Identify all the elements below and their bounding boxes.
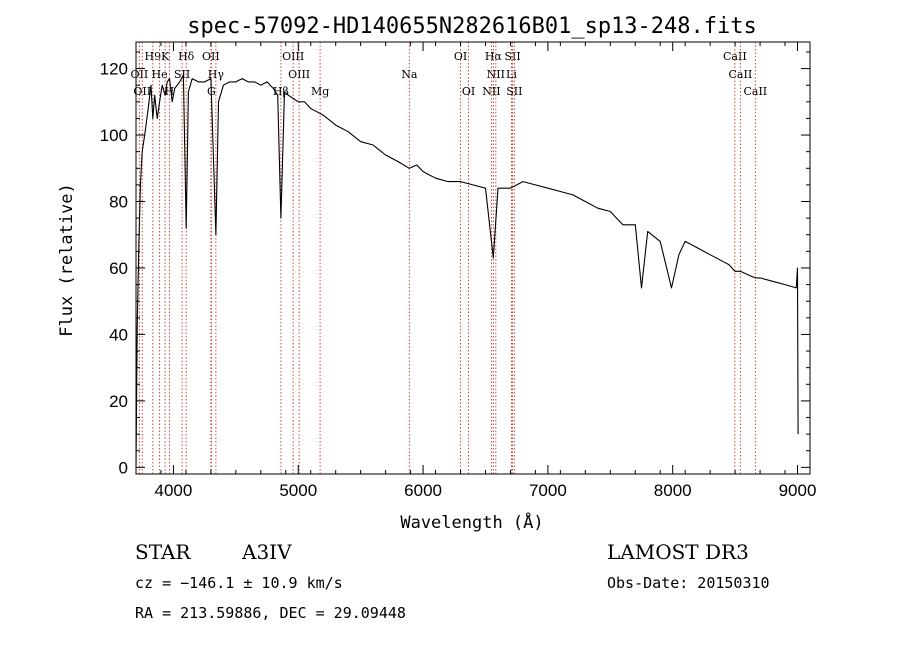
spectral-line-label: NII	[482, 85, 500, 98]
spectral-line-label: CaII	[729, 68, 753, 81]
spectral-line-label: Hδ	[178, 50, 195, 63]
x-tick-label: 7000	[529, 481, 567, 500]
spectral-line-label: CaII	[723, 50, 747, 63]
spectral-line-label: SII	[174, 68, 190, 81]
spectral-line-label: OI	[462, 85, 475, 98]
radial-velocity: cz = −146.1 ± 10.9 km/s	[135, 574, 343, 592]
object-class: STAR	[135, 540, 191, 564]
spectral-line-label: H9	[145, 50, 162, 63]
y-tick-label: 80	[109, 193, 128, 212]
x-tick-label: 5000	[279, 481, 317, 500]
survey-name: LAMOST DR3	[607, 540, 749, 564]
y-tick-label: 40	[109, 325, 128, 344]
x-tick-label: 8000	[654, 481, 692, 500]
spectral-line-label: OIII	[288, 68, 310, 81]
axis-ticks: 4000 5000 6000 7000 8000 9000 0 20 40 60 80 100 120	[100, 42, 817, 500]
y-axis-label: Flux (relative)	[57, 183, 77, 337]
spectral-line-label: Hγ	[208, 68, 225, 81]
observation-date: Obs-Date: 20150310	[607, 574, 770, 592]
spectral-line-label: Li	[506, 68, 517, 81]
y-tick-label: 0	[119, 458, 128, 477]
spectral-line-label: CaII	[743, 85, 767, 98]
spectral-line-label: Hα	[485, 50, 503, 63]
spectral-subclass: A3IV	[242, 540, 292, 564]
coordinates: RA = 213.59886, DEC = 29.09448	[135, 604, 406, 622]
spectral-line-label: SII	[506, 85, 522, 98]
spectral-line-label: SII	[504, 50, 520, 63]
plot-frame	[135, 41, 811, 475]
spectral-line-label: K	[161, 50, 170, 63]
x-tick-label: 9000	[779, 481, 817, 500]
y-tick-label: 120	[100, 60, 128, 79]
spectral-line-label: OII	[131, 68, 149, 81]
x-tick-label: 4000	[155, 481, 193, 500]
chart-title: spec-57092-HD140655N282616B01_sp13-248.f…	[187, 14, 757, 39]
x-axis-label: Wavelength (Å)	[400, 511, 543, 533]
spectral-line-label: OIII	[282, 50, 304, 63]
y-tick-label: 60	[109, 259, 128, 278]
spectral-line-label: OII	[202, 50, 220, 63]
y-tick-label: 100	[100, 126, 128, 145]
spectral-line-label: NII	[487, 68, 505, 81]
x-tick-label: 6000	[404, 481, 442, 500]
spectral-line-label: Mg	[311, 85, 329, 98]
spectral-line-label: OII	[133, 85, 151, 98]
spectrum-series-line	[135, 74, 799, 468]
y-tick-label: 20	[109, 392, 128, 411]
spectral-line-label: Na	[401, 68, 418, 81]
spectral-line-label: H	[165, 85, 175, 98]
spectral-line-label: He	[152, 68, 168, 81]
spectral-line-label: OI	[454, 50, 467, 63]
